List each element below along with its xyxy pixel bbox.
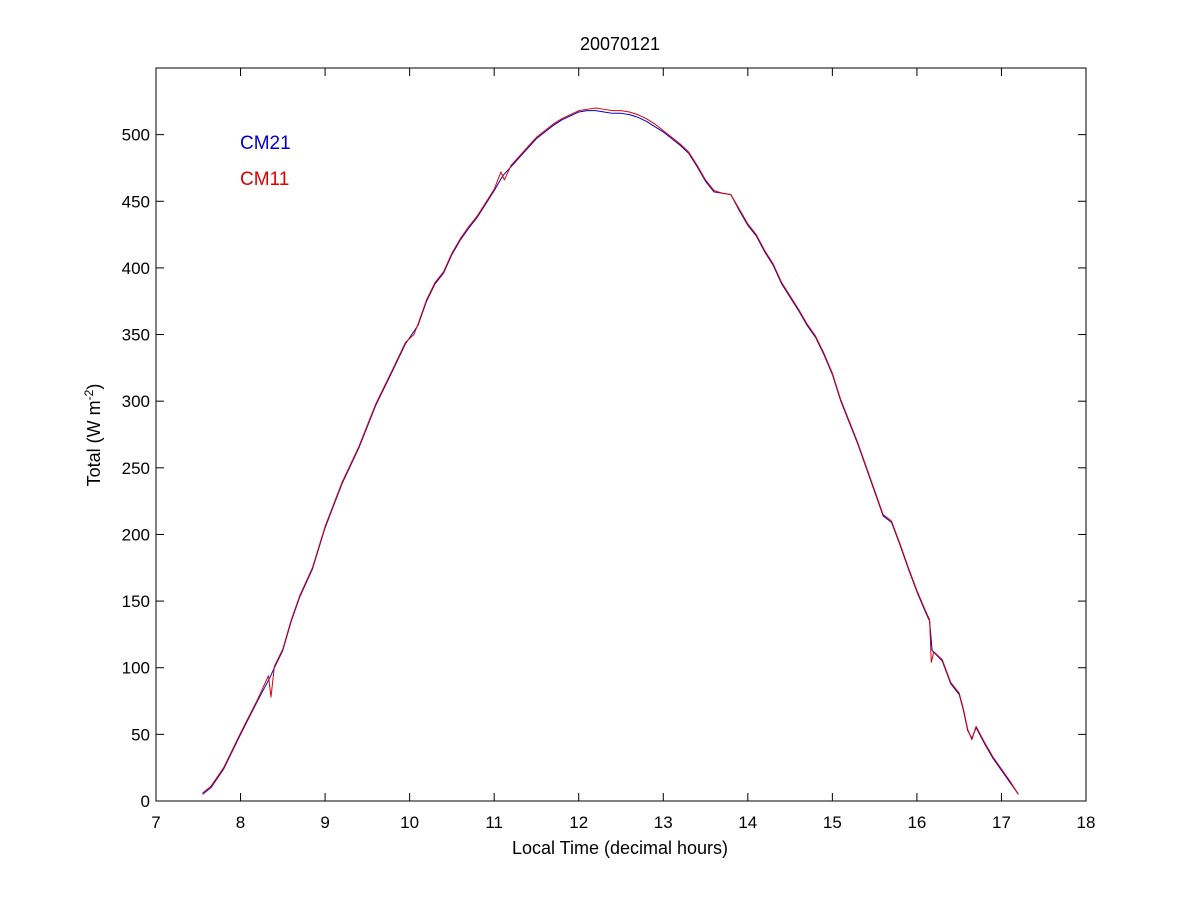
y-tick-label: 200 <box>122 525 150 544</box>
y-tick-label: 450 <box>122 192 150 211</box>
x-tick-label: 11 <box>485 813 503 832</box>
x-tick-label: 8 <box>236 813 245 832</box>
x-tick-label: 17 <box>992 813 1011 832</box>
y-axis-label-prefix: Total (W m <box>84 400 104 486</box>
y-axis-label-exponent: -2 <box>82 389 96 400</box>
x-axis: 7 8 9 10 11 12 13 14 15 16 17 18 <box>151 68 1095 832</box>
x-tick-label: 7 <box>151 813 160 832</box>
x-tick-label: 14 <box>738 813 757 832</box>
legend-entry-cm11: CM11 <box>240 169 289 190</box>
x-tick-label: 13 <box>654 813 673 832</box>
y-tick-label: 100 <box>122 659 150 678</box>
y-tick-label: 350 <box>122 326 150 345</box>
plot-frame <box>155 67 1087 802</box>
y-tick-label: 500 <box>122 126 150 145</box>
x-tick-label: 12 <box>569 813 588 832</box>
x-tick-label: 15 <box>823 813 842 832</box>
y-axis-label-suffix: ) <box>84 384 104 390</box>
legend: CM21 CM11 <box>240 133 291 190</box>
x-tick-label: 9 <box>320 813 329 832</box>
series-layer <box>202 107 1019 795</box>
x-tick-label: 10 <box>400 813 419 832</box>
y-axis-label: Total (W m-2) <box>82 384 104 487</box>
x-tick-label: 16 <box>907 813 926 832</box>
y-tick-label: 150 <box>122 592 150 611</box>
y-tick-label: 400 <box>122 259 150 278</box>
y-axis: 0 50 100 150 200 250 300 350 400 450 500 <box>122 126 1086 811</box>
legend-entry-cm21: CM21 <box>240 133 291 154</box>
y-tick-label: 0 <box>141 792 150 811</box>
x-tick-label: 18 <box>1077 813 1096 832</box>
y-tick-label: 50 <box>131 725 150 744</box>
y-tick-label: 250 <box>122 459 150 478</box>
y-tick-label: 300 <box>122 392 150 411</box>
series-line-cm11 <box>202 107 1019 795</box>
x-axis-label: Local Time (decimal hours) <box>512 838 728 858</box>
chart-title: 20070121 <box>580 34 660 54</box>
